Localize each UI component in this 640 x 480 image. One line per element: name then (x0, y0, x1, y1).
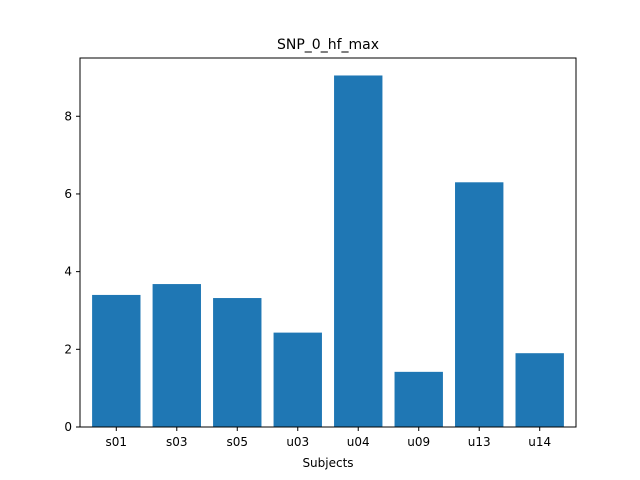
y-tick-label: 6 (64, 187, 72, 201)
bar-u04 (334, 75, 383, 428)
plot-frame (79, 57, 577, 428)
y-tick-label: 2 (64, 342, 72, 356)
x-tick-label: u14 (528, 435, 551, 449)
bar-s05 (213, 298, 262, 427)
x-tick-label: s01 (106, 435, 128, 449)
x-tick-label: u13 (468, 435, 491, 449)
y-axis-ticks: 0 2 4 6 8 (64, 109, 80, 434)
x-tick-label: s05 (227, 435, 249, 449)
bar-u14 (515, 353, 564, 427)
bar-s03 (152, 284, 201, 427)
y-tick-label: 0 (64, 420, 72, 434)
bars-group (92, 75, 564, 428)
x-tick-label: u04 (347, 435, 370, 449)
x-axis-ticks: s01 s03 s05 u03 u04 u09 u13 u14 (106, 427, 551, 449)
y-tick-label: 8 (64, 109, 72, 123)
x-tick-label: u03 (286, 435, 309, 449)
x-axis-label: Subjects (302, 456, 353, 470)
bar-u09 (394, 371, 443, 427)
bar-s01 (92, 294, 141, 427)
y-tick-label: 4 (64, 265, 72, 279)
x-tick-label: u09 (407, 435, 430, 449)
chart-title: SNP_0_hf_max (277, 37, 379, 53)
x-tick-label: s03 (166, 435, 188, 449)
bar-u13 (455, 182, 504, 427)
bar-u03 (273, 332, 322, 427)
